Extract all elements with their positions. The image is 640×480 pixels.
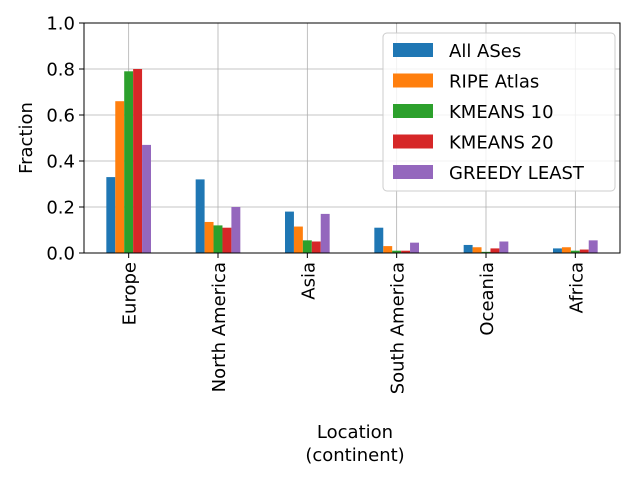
legend: All ASes RIPE Atlas KMEANS 10 KMEANS 20 GREE… [382, 32, 616, 192]
axis-ticks: 0.0 0.2 0.4 0.6 0.8 1.0 Europe North America Asi… [46, 14, 587, 395]
x-axis-title-line1: Location [317, 422, 393, 443]
bar-greedy-least-oceania [499, 241, 509, 253]
bar-kmeans-10-oceania [481, 251, 491, 253]
legend-swatch [393, 134, 433, 149]
bar-greedy-least-north-america [231, 207, 241, 253]
bar-ripe-atlas-north-america [204, 221, 214, 253]
bar-all-ases-africa [553, 248, 562, 253]
bar-kmeans-10-south-america [392, 250, 402, 253]
bar-greedy-least-south-america [410, 242, 419, 253]
legend-label: KMEANS 20 [449, 133, 554, 154]
bar-all-ases-north-america [195, 179, 205, 253]
legend-label: RIPE Atlas [449, 72, 539, 93]
bar-greedy-least-asia [320, 213, 330, 253]
bar-all-ases-oceania [463, 244, 473, 253]
bar-all-ases-south-america [374, 227, 384, 253]
x-axis-title-line2: (continent) [305, 445, 404, 466]
x-tick-label: Oceania [477, 262, 498, 336]
bar-greedy-least-africa [588, 240, 598, 253]
plot-area-frame [83, 22, 621, 254]
x-tick-label: South America [388, 262, 409, 394]
bar-kmeans-10-africa [570, 250, 580, 253]
x-tick-label: Asia [298, 262, 319, 300]
bar-all-ases-europe [106, 177, 116, 253]
bar-kmeans-20-africa [579, 249, 589, 253]
bar-ripe-atlas-oceania [472, 247, 482, 253]
bar-kmeans-20-oceania [490, 248, 500, 253]
bar-kmeans-20-asia [311, 241, 321, 253]
x-tick-label: North America [209, 262, 230, 392]
y-tick-label: 0.6 [46, 106, 75, 127]
bar-ripe-atlas-europe [115, 101, 125, 253]
bar-kmeans-10-asia [302, 240, 312, 253]
legend-label: KMEANS 10 [449, 102, 554, 123]
legend-box [382, 32, 616, 192]
bar-kmeans-20-north-america [222, 227, 232, 253]
bar-kmeans-20-europe [133, 69, 143, 253]
y-tick-label: 0.4 [46, 152, 75, 173]
y-tick-label: 0.2 [46, 198, 75, 219]
legend-swatch [393, 165, 433, 179]
bar-kmeans-20-south-america [401, 250, 411, 253]
bar-ripe-atlas-africa [561, 247, 571, 253]
bar-kmeans-10-europe [124, 71, 134, 253]
legend-label: GREEDY LEAST [449, 163, 585, 184]
x-tick-label: Europe [120, 262, 141, 325]
bar-kmeans-10-north-america [213, 225, 223, 253]
y-axis-title: Fraction [16, 102, 37, 174]
bar-greedy-least-europe [142, 144, 151, 253]
legend-swatch [393, 43, 433, 57]
bar-all-ases-asia [285, 211, 294, 253]
bar-ripe-atlas-asia [293, 226, 303, 253]
y-tick-label: 0.8 [46, 60, 75, 81]
legend-label: All ASes [449, 41, 521, 62]
bars [106, 69, 598, 253]
y-tick-label: 1.0 [46, 14, 75, 35]
bar-ripe-atlas-south-america [383, 246, 393, 253]
x-tick-label: Africa [566, 262, 587, 313]
y-tick-label: 0.0 [46, 244, 75, 265]
legend-swatch [393, 104, 433, 118]
legend-swatch [393, 73, 433, 88]
